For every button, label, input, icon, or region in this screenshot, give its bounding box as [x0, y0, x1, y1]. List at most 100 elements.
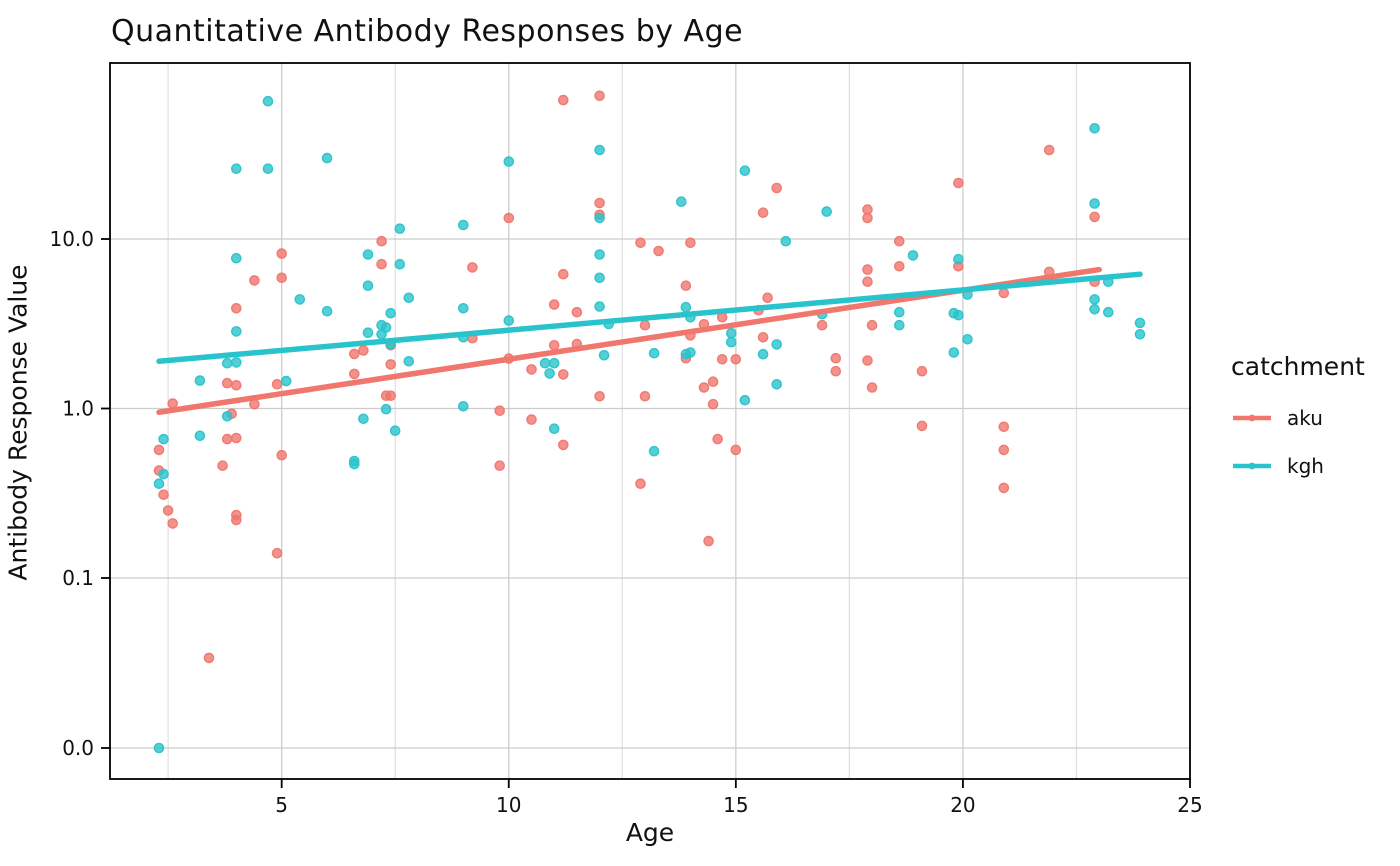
data-point-aku	[230, 379, 242, 391]
data-point-kgh	[594, 249, 605, 260]
y-tick-label: 0.0	[62, 736, 94, 760]
data-point-kgh	[153, 478, 165, 490]
data-point-kgh	[380, 403, 392, 415]
legend-key-dot	[1248, 414, 1256, 422]
legend: catchment aku kgh	[1231, 352, 1365, 501]
data-point-kgh	[230, 357, 242, 368]
data-point-kgh	[539, 357, 551, 369]
data-point-kgh	[221, 357, 233, 369]
data-point-aku	[558, 94, 569, 106]
y-axis-label: Antibody Response Value	[3, 264, 33, 581]
data-point-aku	[862, 355, 873, 366]
data-point-aku	[348, 348, 360, 360]
data-point-aku	[385, 359, 397, 370]
data-point-kgh	[280, 375, 292, 387]
data-point-kgh	[648, 445, 660, 457]
data-point-aku	[594, 390, 605, 402]
data-point-kgh	[362, 249, 374, 260]
y-tick-label: 1.0	[62, 397, 94, 421]
data-point-kgh	[362, 327, 374, 339]
data-point-aku	[894, 260, 905, 272]
data-point-kgh	[948, 347, 960, 358]
x-tick-label: 15	[723, 793, 748, 817]
legend-item-label: aku	[1287, 406, 1323, 430]
data-point-aku	[862, 276, 873, 288]
data-point-kgh	[739, 165, 751, 176]
data-point-aku	[998, 287, 1010, 299]
data-point-aku	[707, 398, 719, 410]
data-point-kgh	[726, 336, 737, 348]
data-point-kgh	[194, 375, 206, 386]
data-point-aku	[271, 547, 283, 559]
data-point-kgh	[1089, 198, 1100, 209]
data-point-kgh	[594, 301, 605, 312]
data-point-aku	[680, 280, 692, 292]
data-point-aku	[653, 245, 664, 257]
data-point-kgh	[380, 322, 392, 333]
data-point-kgh	[739, 394, 751, 406]
data-point-kgh	[153, 742, 165, 754]
data-point-aku	[757, 331, 769, 343]
data-point-aku	[830, 352, 842, 364]
data-point-aku	[221, 377, 233, 389]
data-point-kgh	[953, 253, 964, 265]
legend-title: catchment	[1231, 352, 1365, 381]
data-point-aku	[635, 237, 646, 249]
data-point-aku	[230, 514, 242, 526]
data-point-kgh	[771, 339, 783, 350]
legend-key-dot	[1248, 462, 1256, 470]
data-point-aku	[376, 258, 387, 270]
y-tick-label: 10.0	[49, 227, 94, 251]
chart-title: Quantitative Antibody Responses by Age	[111, 14, 744, 49]
data-point-aku	[953, 177, 964, 189]
data-point-kgh	[262, 163, 274, 174]
data-point-aku	[894, 235, 905, 247]
data-point-aku	[503, 212, 515, 224]
data-point-aku	[276, 272, 288, 284]
data-point-kgh	[1134, 317, 1146, 329]
data-point-kgh	[230, 252, 242, 264]
data-point-aku	[707, 376, 719, 388]
data-point-kgh	[389, 425, 401, 437]
data-point-kgh	[348, 458, 360, 470]
data-point-aku	[167, 398, 178, 409]
data-point-kgh	[158, 433, 169, 445]
data-point-aku	[548, 299, 560, 310]
x-axis-label: Age	[625, 818, 675, 847]
data-point-kgh	[676, 196, 687, 207]
data-point-aku	[167, 518, 178, 529]
data-point-kgh	[780, 235, 792, 247]
data-point-aku	[203, 652, 215, 664]
legend-item-label: kgh	[1287, 454, 1324, 478]
data-point-kgh	[594, 212, 605, 224]
x-tick-label: 25	[1177, 793, 1202, 817]
data-point-aku	[862, 212, 873, 224]
data-point-aku	[639, 319, 651, 331]
data-point-aku	[162, 505, 174, 516]
data-point-aku	[685, 237, 696, 249]
data-point-aku	[916, 365, 928, 377]
data-point-kgh	[1089, 303, 1100, 315]
data-point-aku	[998, 421, 1010, 433]
data-point-kgh	[1134, 328, 1146, 340]
data-point-aku	[558, 268, 569, 280]
data-point-aku	[771, 182, 783, 194]
data-point-kgh	[594, 144, 605, 156]
data-point-kgh	[385, 307, 397, 319]
data-point-aku	[271, 378, 283, 390]
data-point-aku	[230, 432, 242, 444]
data-point-aku	[467, 262, 478, 273]
data-point-aku	[217, 460, 228, 472]
data-point-aku	[494, 460, 506, 472]
data-point-aku	[830, 365, 842, 377]
data-point-aku	[358, 345, 369, 356]
data-point-kgh	[503, 315, 515, 326]
data-point-kgh	[598, 349, 610, 361]
data-point-kgh	[358, 413, 369, 425]
data-point-aku	[730, 353, 742, 365]
data-point-aku	[221, 433, 233, 445]
data-point-kgh	[548, 357, 560, 369]
x-tick-label: 20	[950, 793, 975, 817]
data-point-kgh	[680, 301, 692, 313]
data-point-aku	[866, 382, 878, 393]
